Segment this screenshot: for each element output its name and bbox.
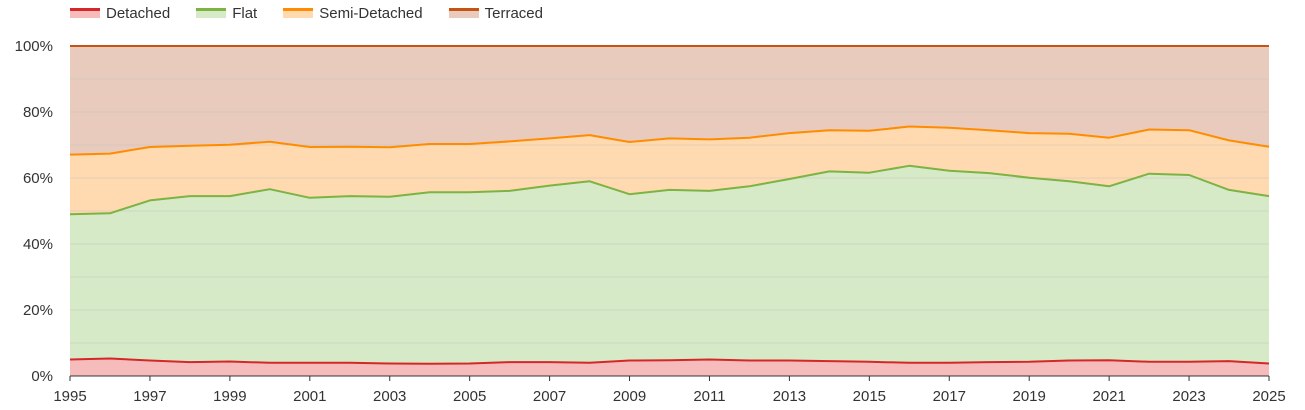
x-tick-label: 2009 xyxy=(613,388,646,405)
legend: Detached Flat Semi-Detached Terraced xyxy=(70,4,569,22)
x-tick-label: 1997 xyxy=(133,388,166,405)
x-tick-label: 2021 xyxy=(1092,388,1125,405)
area-layer xyxy=(70,46,1269,376)
legend-item-detached[interactable]: Detached xyxy=(70,5,170,22)
legend-item-semi-detached[interactable]: Semi-Detached xyxy=(283,4,423,22)
y-tick-label: 80% xyxy=(23,104,53,121)
legend-swatch-detached xyxy=(70,8,100,18)
legend-label-terraced: Terraced xyxy=(484,4,543,22)
grid-layer xyxy=(70,78,1269,344)
x-tick-label: 2015 xyxy=(853,388,886,405)
x-tick-label: 2001 xyxy=(293,388,326,405)
legend-item-flat[interactable]: Flat xyxy=(196,5,257,22)
x-tick-label: 2019 xyxy=(1013,388,1046,405)
x-tick-label: 1999 xyxy=(213,388,246,405)
legend-swatch-flat xyxy=(196,8,227,18)
x-tick-label: 2025 xyxy=(1252,388,1285,405)
area-flat xyxy=(70,165,1269,364)
y-tick-label: 40% xyxy=(23,236,53,253)
x-tick-label: 2005 xyxy=(453,388,486,405)
line-flat xyxy=(69,164,1270,216)
line-detached xyxy=(69,357,1270,365)
line-layer xyxy=(69,45,1270,365)
x-tick-label: 2003 xyxy=(373,388,406,405)
x-tick-label: 2023 xyxy=(1172,388,1205,405)
y-tick-label: 100% xyxy=(15,38,53,55)
y-tick-label: 20% xyxy=(23,302,53,319)
x-tick-label: 2017 xyxy=(933,388,966,405)
y-tick-label: 60% xyxy=(23,170,53,187)
axes-layer: 0% 20% 40% 60% 80% 100% 1995 1997 1999 2001 2003 20… xyxy=(15,38,1286,405)
legend-swatch-terraced xyxy=(448,8,479,18)
x-tick-label: 2007 xyxy=(533,388,566,405)
legend-swatch-semi-detached xyxy=(283,8,314,18)
legend-item-terraced[interactable]: Terraced xyxy=(448,4,543,22)
legend-label-flat: Flat xyxy=(232,4,258,22)
area-semi-detached xyxy=(70,126,1269,215)
x-tick-label: 2013 xyxy=(773,388,806,405)
line-semi-detached xyxy=(69,125,1270,156)
area-terraced xyxy=(70,46,1269,155)
legend-label-semi-detached: Semi-Detached xyxy=(319,4,423,22)
legend-label-detached: Detached xyxy=(106,4,171,22)
x-tick-label: 2011 xyxy=(693,388,725,405)
x-tick-label: 1995 xyxy=(53,388,86,405)
y-tick-label: 0% xyxy=(31,368,53,385)
